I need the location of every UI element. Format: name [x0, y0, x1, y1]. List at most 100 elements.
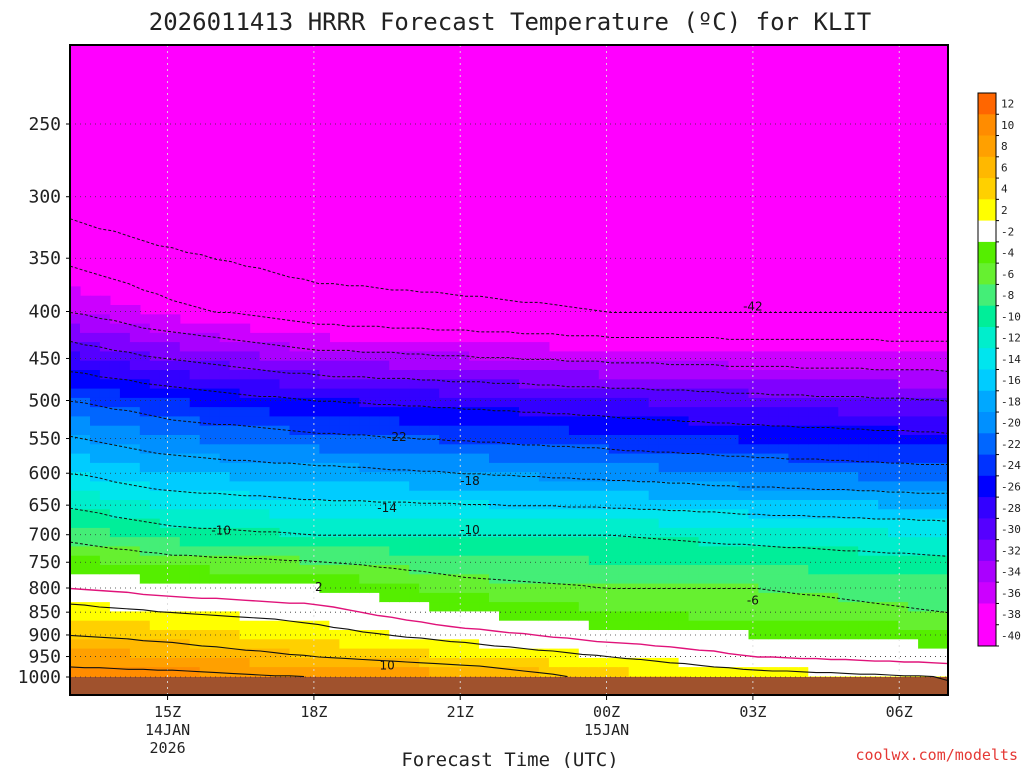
temperature-cell [259, 583, 271, 594]
temperature-cell [648, 388, 660, 399]
temperature-cell [349, 667, 360, 677]
temperature-cell [558, 537, 570, 547]
temperature-cell [479, 620, 490, 631]
temperature-cell [199, 342, 211, 352]
temperature-cell [319, 667, 330, 677]
temperature-cell [838, 481, 849, 492]
temperature-cell [439, 370, 450, 380]
temperature-cell [718, 481, 730, 492]
temperature-cell [918, 611, 929, 622]
temperature-cell [319, 527, 330, 538]
temperature-cell [878, 592, 889, 603]
temperature-cell [369, 481, 380, 492]
temperature-cell [558, 462, 570, 473]
temperature-cell [598, 370, 610, 380]
temperature-cell [568, 574, 580, 585]
temperature-cell [489, 620, 500, 631]
temperature-cell [109, 370, 121, 380]
temperature-cell [429, 648, 440, 659]
temperature-cell [319, 500, 330, 510]
temperature-cell [708, 490, 720, 501]
temperature-cell [429, 360, 440, 371]
temperature-cell [738, 351, 750, 362]
temperature-cell [868, 657, 879, 668]
temperature-cell [459, 397, 470, 408]
temperature-cell [199, 435, 211, 445]
temperature-cell [179, 518, 191, 529]
temperature-cell [359, 444, 370, 455]
temperature-cell [289, 416, 301, 427]
temperature-cell [519, 648, 530, 659]
temperature-cell [409, 407, 420, 417]
temperature-cell [289, 407, 301, 417]
temperature-cell [319, 565, 330, 575]
temperature-cell [99, 295, 111, 306]
temperature-cell [119, 667, 131, 677]
temperature-cell [479, 490, 490, 501]
temperature-cell [688, 602, 700, 612]
temperature-cell [199, 360, 211, 371]
temperature-cell [758, 407, 769, 417]
temperature-cell [189, 388, 201, 399]
temperature-cell [119, 379, 131, 390]
temperature-cell [808, 518, 819, 529]
temperature-cell [90, 537, 101, 547]
temperature-cell [808, 490, 819, 501]
temperature-cell [698, 397, 710, 408]
temperature-cell [489, 565, 500, 575]
temperature-cell [918, 565, 929, 575]
temperature-cell [848, 444, 859, 455]
temperature-cell [519, 565, 530, 575]
temperature-cell [80, 583, 91, 594]
credit-link[interactable]: coolwx.com/modelts [855, 746, 1018, 764]
temperature-cell [409, 574, 420, 585]
temperature-cell [219, 481, 231, 492]
temperature-cell [289, 453, 301, 464]
temperature-cell [319, 397, 330, 408]
temperature-cell [788, 435, 799, 445]
temperature-cell [838, 360, 849, 371]
temperature-cell [788, 620, 799, 631]
temperature-cell [389, 407, 400, 417]
temperature-cell [339, 490, 350, 501]
temperature-cell [439, 602, 450, 612]
temperature-cell [568, 527, 580, 538]
temperature-cell [469, 555, 480, 566]
temperature-cell [449, 481, 460, 492]
temperature-cell [379, 481, 390, 492]
temperature-cell [90, 611, 101, 622]
temperature-cell [159, 481, 171, 492]
temperature-cell [139, 425, 151, 436]
temperature-cell [459, 518, 470, 529]
temperature-cell [90, 444, 101, 455]
temperature-cell [938, 620, 948, 631]
temperature-cell [90, 342, 101, 352]
temperature-cell [758, 537, 769, 547]
temperature-cell [598, 351, 610, 362]
temperature-cell [249, 435, 261, 445]
temperature-cell [818, 370, 829, 380]
temperature-cell [509, 416, 520, 427]
temperature-cell [179, 332, 191, 343]
temperature-cell [449, 565, 460, 575]
temperature-cell [668, 620, 680, 631]
temperature-cell [109, 546, 121, 557]
temperature-cell [918, 592, 929, 603]
temperature-cell [219, 602, 231, 612]
temperature-cell [259, 407, 271, 417]
temperature-cell [479, 444, 490, 455]
temperature-cell [499, 360, 510, 371]
temperature-cell [489, 592, 500, 603]
temperature-cell [419, 351, 430, 362]
temperature-cell [229, 351, 241, 362]
temperature-cell [129, 537, 141, 547]
temperature-cell [359, 546, 370, 557]
temperature-cell [638, 490, 650, 501]
temperature-cell [439, 565, 450, 575]
temperature-cell [548, 565, 560, 575]
temperature-cell [119, 360, 131, 371]
colorbar-swatch [978, 327, 996, 349]
temperature-cell [538, 602, 550, 612]
temperature-cell [778, 527, 789, 538]
temperature-cell [519, 583, 530, 594]
